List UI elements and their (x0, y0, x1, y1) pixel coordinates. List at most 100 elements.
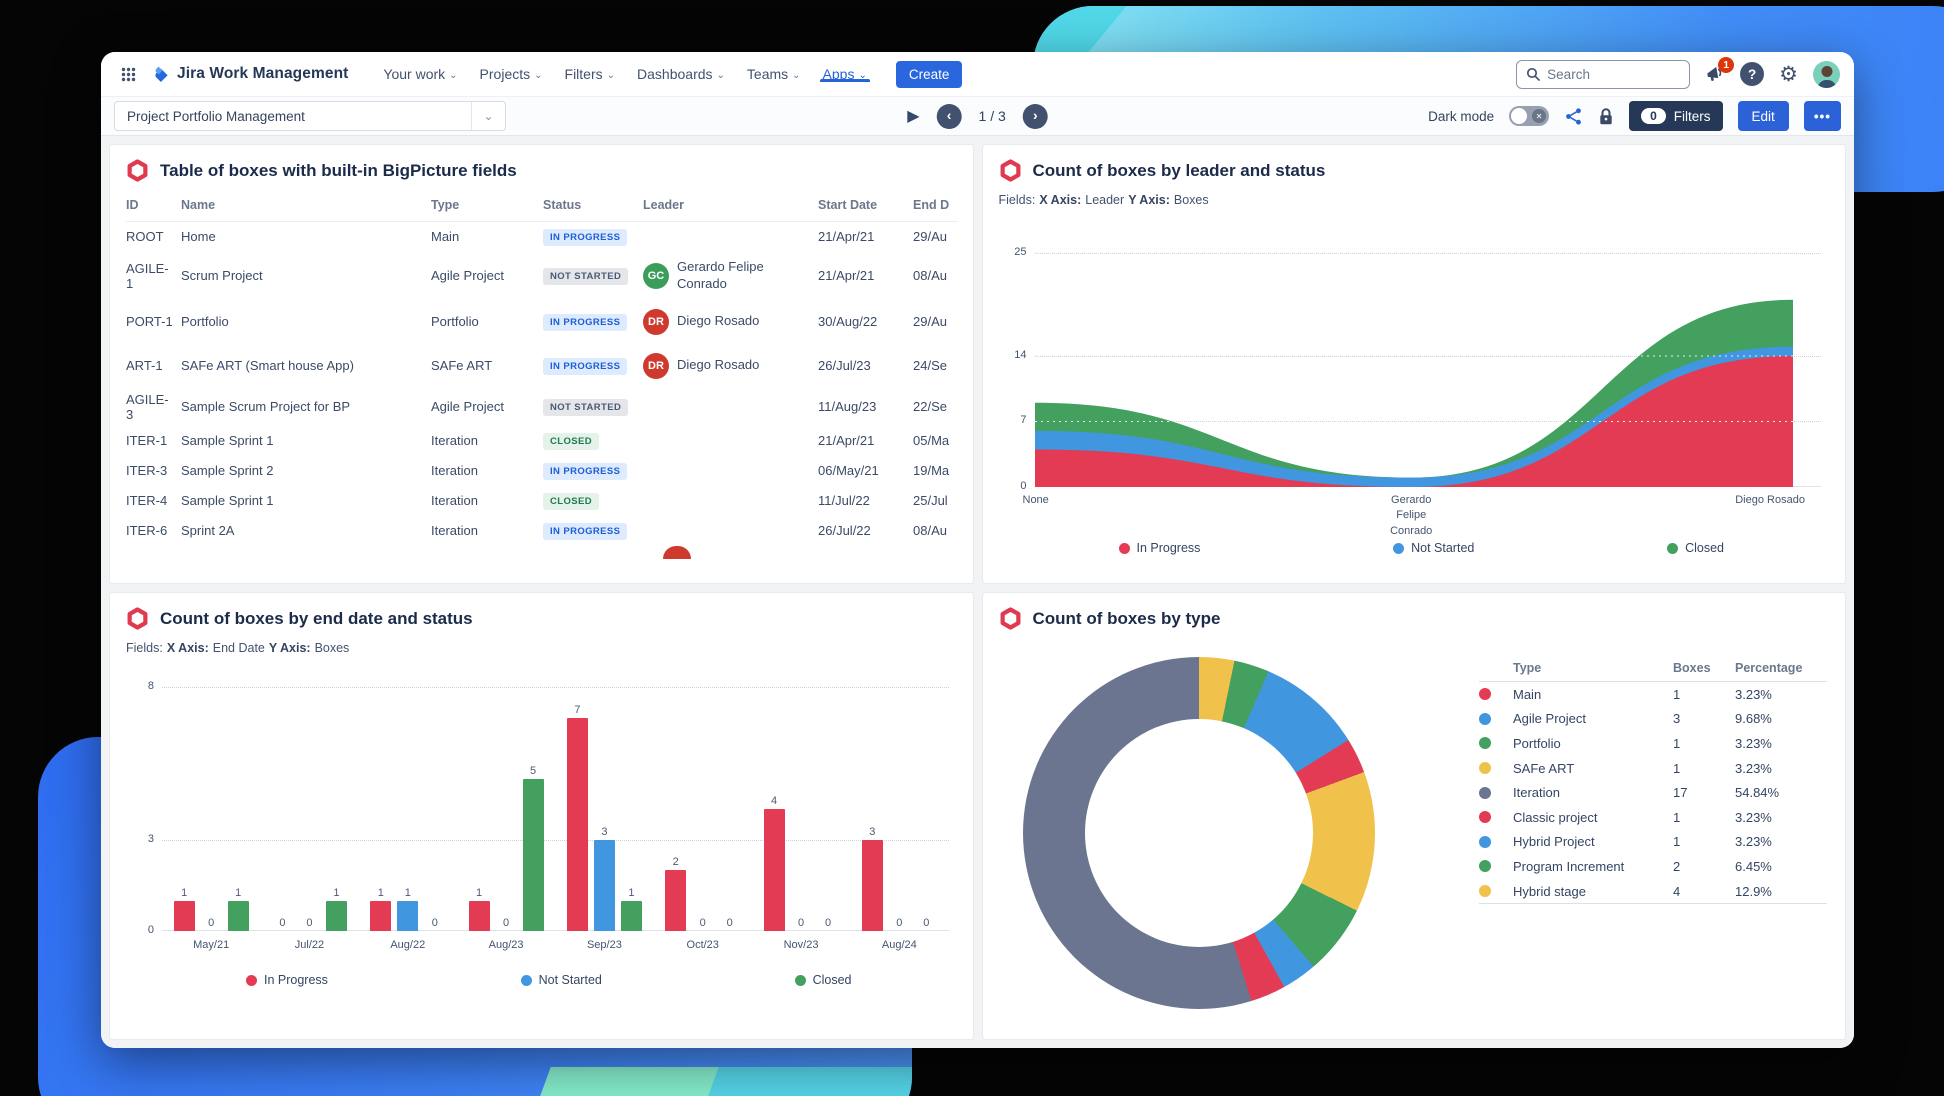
nav-item-filters[interactable]: Filters ⌄ (554, 66, 627, 82)
bar (173, 900, 195, 931)
column-header-status[interactable]: Status (543, 192, 643, 222)
column-header-leader[interactable]: Leader (643, 192, 818, 222)
leader-status-area-chart: 0 7 14 25 (999, 246, 1830, 492)
bigpicture-hexagon-icon (127, 159, 148, 182)
more-options-button[interactable]: ••• (1803, 101, 1841, 131)
clipped-row-avatar (663, 546, 691, 559)
bar (397, 900, 419, 931)
legend-item-not-started: Not Started (520, 973, 602, 987)
column-header-end-date[interactable]: End D (913, 192, 958, 222)
toolbar-actions: Dark mode ✕ (1428, 101, 1841, 131)
filters-button[interactable]: 0 Filters (1629, 101, 1723, 131)
dark-mode-toggle[interactable]: ✕ (1509, 106, 1550, 126)
y-axis-tick-0: 0 (147, 924, 154, 936)
cell-type: Main (431, 229, 460, 245)
bar-value-label: 5 (530, 764, 537, 777)
y-axis-tick-0: 0 (1020, 480, 1027, 492)
bar-value-label: 1 (235, 886, 242, 899)
y-axis-tick-3: 3 (147, 832, 154, 845)
legend-dot (1479, 835, 1491, 848)
type-legend-header: Type Boxes Percentage (1479, 655, 1827, 682)
jira-brand[interactable]: Jira Work Management (151, 65, 348, 84)
cell-start-date: 30/Aug/22 (818, 314, 878, 329)
legend-dot-col (1479, 712, 1513, 725)
bar-slot-not-started: 3 (593, 825, 615, 931)
edit-button[interactable]: Edit (1737, 101, 1789, 131)
bar (522, 778, 544, 931)
bar-slot-closed: 1 (620, 887, 642, 931)
table-row-art-1[interactable]: ART-1 SAFe ART (Smart house App) SAFe ART I… (126, 344, 958, 388)
legend-boxes-value: 1 (1673, 735, 1681, 751)
table-row-iter-4[interactable]: ITER-4 Sample Sprint 1 Iteration CLOSED 11/J… (126, 486, 958, 516)
legend-type-label: SAFe ART (1513, 760, 1575, 776)
bar-value-label: 2 (672, 856, 679, 868)
cell-leader (643, 456, 818, 486)
column-header-start-date[interactable]: Start Date (818, 192, 913, 222)
bar (227, 900, 249, 931)
next-page-button[interactable]: › (1022, 103, 1048, 129)
cell-name: Sprint 2A (181, 523, 235, 538)
search-input[interactable] (1547, 66, 1658, 82)
table-row-iter-6[interactable]: ITER-6 Sprint 2A Iteration IN PROGRESS 26/Ju… (126, 516, 958, 546)
share-button[interactable] (1564, 107, 1583, 126)
type-legend-row-safe-art: SAFe ART 1 3.23% (1479, 756, 1827, 781)
bar-slot-closed: 0 (424, 917, 445, 931)
legend-item-not-started: Not Started (1393, 541, 1474, 555)
column-header-name[interactable]: Name (181, 192, 431, 222)
bar-group-aug-24: 3 0 0 (850, 681, 948, 931)
legend-type-label: Hybrid stage (1513, 883, 1586, 899)
table-row-agile-1[interactable]: AGILE-1 Scrum Project Agile Project NOT STA… (126, 252, 958, 300)
search-box[interactable] (1516, 59, 1691, 89)
notifications-button[interactable]: 1 (1705, 57, 1735, 84)
settings-button[interactable]: ⚙ (1779, 64, 1798, 85)
dashboard-select[interactable]: Project Portfolio Management ⌄ (114, 101, 506, 131)
table-row-root[interactable]: ROOT Home Main IN PROGRESS 21/Apr/21 29/Au (126, 222, 958, 252)
nav-item-dashboards[interactable]: Dashboards ⌄ (626, 66, 736, 82)
cell-status: IN PROGRESS (543, 516, 643, 546)
previous-page-button[interactable]: ‹ (936, 103, 962, 129)
bar-slot-closed: 5 (522, 764, 544, 931)
area-chart-x-labels: None Gerardo Felipe Conrado Diego Rosado (999, 493, 1830, 541)
table-row-iter-3[interactable]: ITER-3 Sample Sprint 2 Iteration IN PROGRES… (126, 456, 958, 486)
nav-item-teams[interactable]: Teams ⌄ (736, 66, 812, 82)
column-header-id[interactable]: ID (126, 192, 181, 222)
cell-name: Portfolio (181, 314, 229, 329)
bar-value-label: 3 (601, 825, 608, 838)
cell-end-date: 25/Jul (913, 493, 948, 508)
cell-leader (643, 516, 818, 546)
table-row-iter-1[interactable]: ITER-1 Sample Sprint 1 Iteration CLOSED 21/A… (126, 426, 958, 456)
table-row-agile-3[interactable]: AGILE-3 Sample Scrum Project for BP Agile … (126, 388, 958, 426)
bar-value-label: 0 (279, 917, 286, 929)
legend-dot (1479, 737, 1491, 750)
chevron-down-icon: ⌄ (716, 69, 725, 81)
bar-slot-not-started: 0 (692, 917, 713, 931)
app-switcher-icon[interactable] (115, 61, 141, 87)
x-axis-label-7: Aug/24 (881, 939, 917, 951)
bar-value-label: 1 (377, 886, 384, 899)
play-button[interactable]: ▶ (907, 108, 920, 125)
legend-dot-col (1479, 860, 1513, 873)
legend-dot (1393, 542, 1405, 554)
cell-type: Iteration (431, 523, 478, 538)
bar-value-label: 0 (699, 917, 706, 929)
cell-name: Scrum Project (181, 268, 263, 283)
x-axis-label-4: Sep/23 (586, 939, 622, 951)
legend-item-in-progress: In Progress (1118, 541, 1200, 555)
user-avatar[interactable] (1813, 60, 1840, 88)
nav-item-projects[interactable]: Projects ⌄ (469, 66, 554, 82)
legend-item-in-progress: In Progress (246, 973, 328, 987)
column-header-type[interactable]: Type (431, 192, 543, 222)
lock-button[interactable] (1598, 107, 1614, 126)
help-button[interactable]: ? (1740, 62, 1765, 86)
leader-name: Gerardo Felipe Conrado (677, 259, 764, 291)
nav-item-your-work[interactable]: Your work ⌄ (372, 66, 468, 82)
leader-avatar: DR (643, 352, 669, 379)
create-button[interactable]: Create (895, 60, 963, 88)
table-row-port-1[interactable]: PORT-1 Portfolio Portfolio IN PROGRESS DR Die… (126, 300, 958, 344)
nav-item-apps[interactable]: Apps ⌄ (812, 66, 878, 82)
gear-icon: ⚙ (1779, 62, 1798, 86)
chart-fields-line: Fields: X Axis: Leader Y Axis: Boxes (998, 193, 1209, 207)
legend-dot-col (1479, 737, 1513, 750)
x-axis-label-0: May/21 (193, 939, 230, 951)
